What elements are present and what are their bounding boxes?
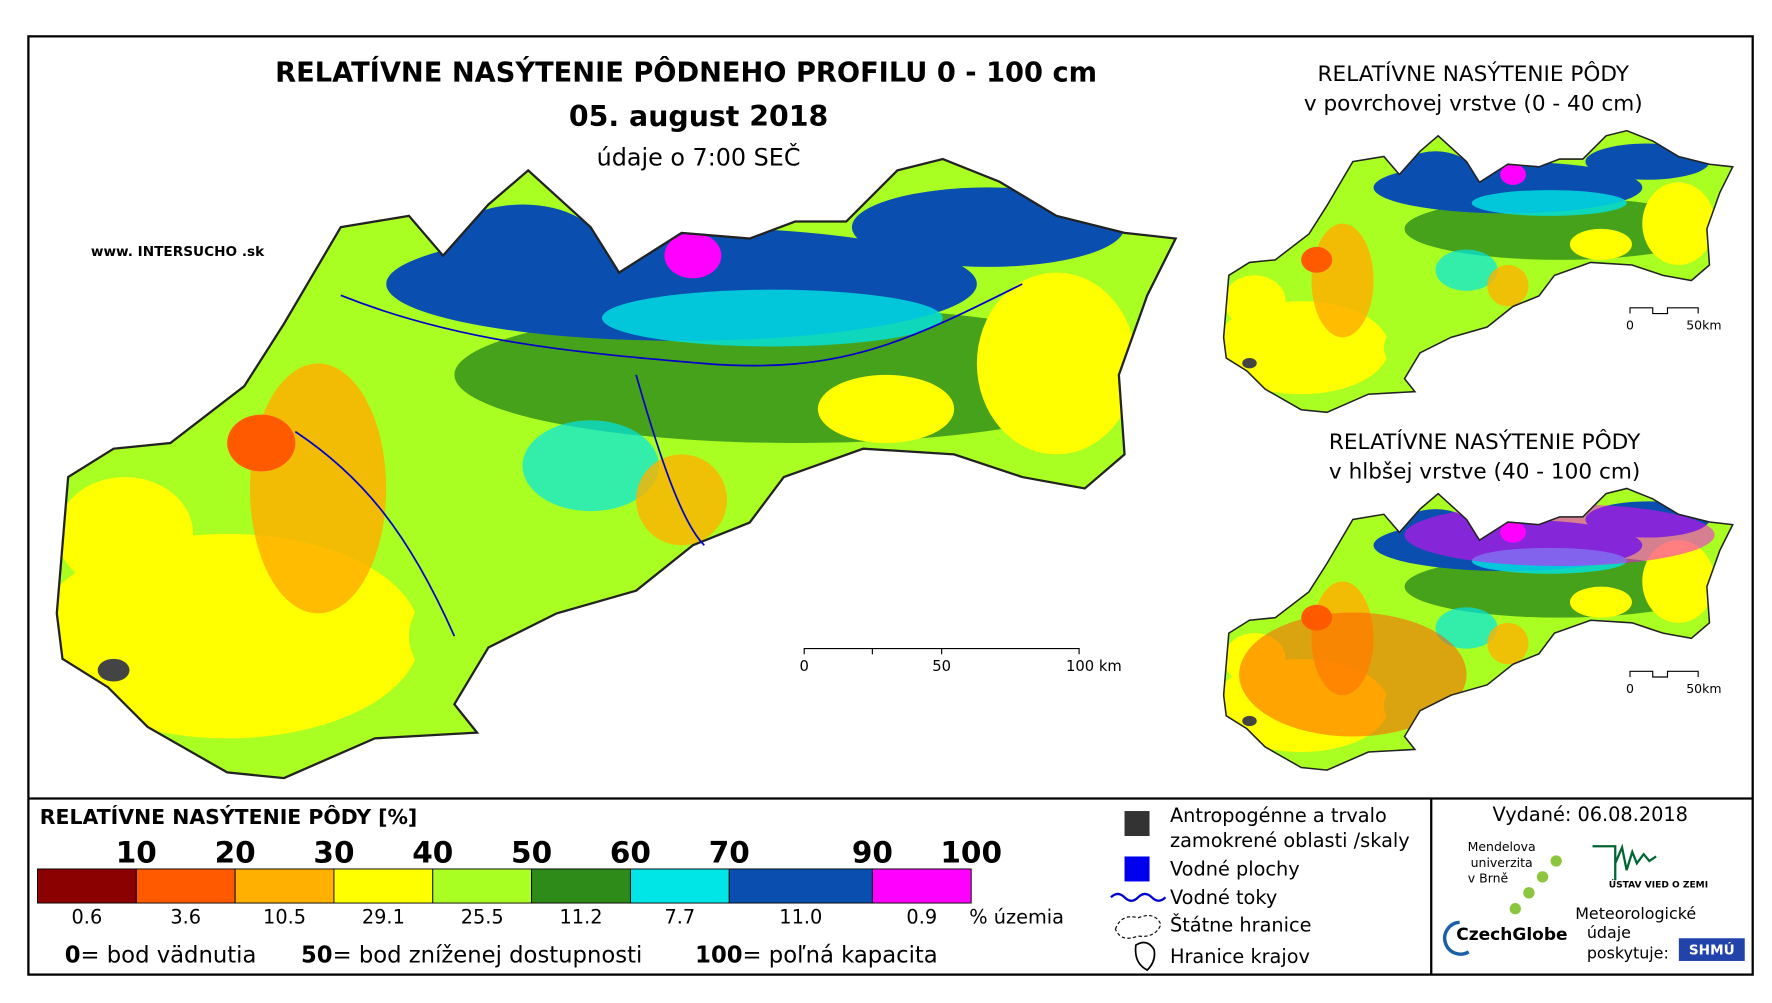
symbol-water — [1124, 856, 1150, 882]
legend-share: 0.9 — [906, 905, 937, 928]
legend-swatch — [37, 868, 137, 904]
scale-label: 0 — [1626, 681, 1634, 696]
symbol-anthropogenic — [1124, 811, 1150, 837]
title: RELATÍVNE NASÝTENIE PÔDNEHO PROFILU 0 - … — [275, 56, 1097, 88]
logo-text: CzechGlobe — [1456, 925, 1567, 945]
legend-unit: % územia — [969, 905, 1064, 928]
legend-share: 29.1 — [362, 905, 405, 928]
legend-share: 0.6 — [72, 905, 103, 928]
scale-label: 0 — [1626, 318, 1634, 333]
legend-swatch — [333, 868, 434, 904]
legend-share: 25.5 — [461, 905, 504, 928]
map-title: RELATÍVNE NASÝTENIE PÔDY — [1329, 429, 1641, 455]
main-map — [0, 114, 1249, 818]
legend-threshold: 100 — [940, 836, 1002, 870]
legend-threshold: 10 — [116, 836, 157, 870]
definition-value: 0 — [65, 942, 81, 968]
legend-share: 11.0 — [779, 905, 822, 928]
scale-label: 0 — [800, 658, 809, 675]
scale-label: 50km — [1686, 318, 1721, 333]
legend-swatch — [531, 868, 631, 904]
legend: 10 20 30 40 50 60 70 90 100 0.6 3.6 10.5 29.1 25.5 11.… — [37, 836, 1064, 968]
legend-definition: 50= bod zníženej dostupnosti — [301, 942, 642, 968]
definition-label: = bod zníženej dostupnosti — [333, 942, 643, 968]
legend-swatch — [234, 868, 335, 904]
symbol-region — [1134, 941, 1156, 972]
map-subtitle: v povrchovej vrstve (0 - 40 cm) — [1304, 92, 1643, 117]
definition-label: = bod vädnutia — [81, 942, 257, 968]
scale-label: 50km — [1686, 681, 1721, 696]
logo-text: Meteorologické — [1575, 904, 1696, 923]
logo-uvz — [1592, 843, 1657, 881]
symbol-label: Vodné toky — [1170, 886, 1277, 909]
legend-threshold: 60 — [610, 836, 651, 870]
logo-arc — [1443, 920, 1470, 956]
map-title: RELATÍVNE NASÝTENIE PÔDY — [1318, 61, 1630, 87]
legend-title: RELATÍVNE NASÝTENIE PÔDY [%] — [40, 804, 418, 829]
frame — [27, 35, 1754, 976]
legend-swatch — [432, 868, 533, 904]
definition-label: = poľná kapacita — [743, 942, 938, 968]
legend-share: 3.6 — [170, 905, 201, 928]
symbol-label: Štátne hranice — [1170, 912, 1312, 936]
legend-swatch — [728, 868, 873, 904]
legend-threshold: 70 — [709, 836, 750, 870]
logo-shmu — [1678, 938, 1745, 961]
legend-threshold: 30 — [313, 836, 354, 870]
legend-swatch — [629, 868, 730, 904]
logo-text: poskytuje: — [1587, 944, 1669, 963]
logo-text: SHMÚ — [1689, 941, 1735, 959]
symbol-label: Vodné plochy — [1170, 858, 1300, 881]
definition-value: 100 — [695, 942, 742, 968]
symbol-label: zamokrené oblasti /skaly — [1170, 829, 1410, 852]
symbol-border — [1114, 915, 1162, 939]
logo-text: ÚSTAV VIED O ZEMI — [1609, 878, 1708, 890]
site: www. INTERSUCHO .sk — [91, 244, 265, 260]
legend-share: 11.2 — [560, 905, 603, 928]
issued: Vydané: 06.08.2018 — [1493, 803, 1688, 826]
legend-swatch — [135, 868, 236, 904]
symbol-river — [1110, 892, 1167, 902]
bottom-map — [1198, 468, 1767, 788]
logo-text: univerzita — [1471, 855, 1533, 870]
logo-text: Mendelova — [1468, 839, 1536, 854]
top-map — [1198, 110, 1767, 430]
legend-definition: 0= bod vädnutia — [65, 942, 257, 968]
symbol-label: Hranice krajov — [1170, 945, 1310, 968]
legend-threshold: 90 — [852, 836, 893, 870]
legend-threshold: 20 — [215, 836, 256, 870]
legend-definition: 100= poľná kapacita — [695, 942, 938, 968]
scale-label: 50 — [932, 658, 951, 675]
logo-text: údaje — [1587, 923, 1631, 942]
logo-text: v Brně — [1468, 871, 1509, 886]
legend-swatch — [871, 868, 972, 904]
legend-threshold: 50 — [511, 836, 552, 870]
symbol-label: Antropogénne a trvalo — [1170, 804, 1387, 827]
date: 05. august 2018 — [569, 100, 828, 133]
definition-value: 50 — [301, 942, 333, 968]
legend-share: 10.5 — [263, 905, 306, 928]
logo-dots — [1509, 855, 1562, 915]
map-subtitle: v hlbšej vrstve (40 - 100 cm) — [1329, 460, 1640, 485]
legend-share: 7.7 — [664, 905, 695, 928]
scale-label: 100 km — [1066, 658, 1122, 675]
legend-threshold: 40 — [412, 836, 453, 870]
scale-bars — [803, 307, 1699, 678]
time: údaje o 7:00 SEČ — [597, 144, 801, 172]
